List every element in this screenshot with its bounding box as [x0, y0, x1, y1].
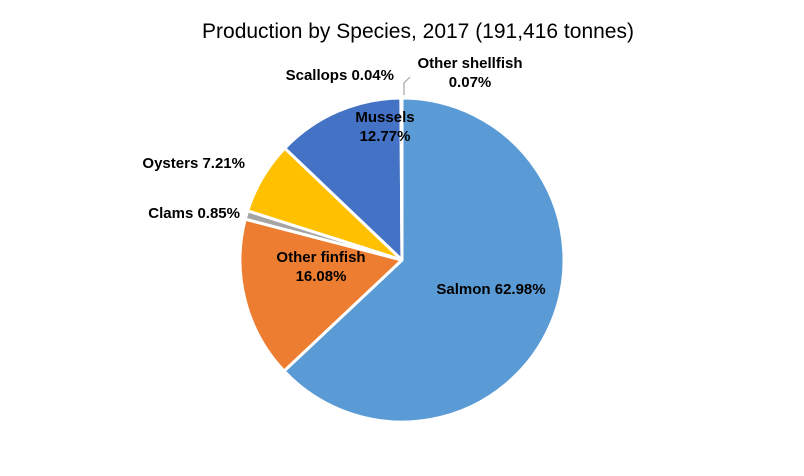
- pie-slice-other-shellfish: [399, 96, 404, 262]
- data-label-other-shellfish-line2: 0.07%: [449, 74, 492, 91]
- data-labels: Salmon 62.98% Other finfish 16.08% Clams 0.…: [142, 55, 545, 298]
- pie-slice-salmon: [282, 96, 566, 424]
- data-label-oysters: Oysters 7.21%: [142, 155, 245, 172]
- chart-title: Production by Species, 2017 (191,416 ton…: [202, 20, 634, 43]
- data-label-other-finfish-line1: Other finfish: [276, 249, 365, 266]
- pie-slices: [238, 96, 566, 424]
- pie-slice-other-finfish: [238, 217, 404, 373]
- data-label-mussels-line2: 12.77%: [360, 128, 411, 145]
- pie-slice-mussels: [283, 96, 404, 262]
- data-label-scallops: Scallops 0.04%: [286, 67, 394, 84]
- data-label-other-finfish-line2: 16.08%: [296, 268, 347, 285]
- data-label-mussels-line1: Mussels: [355, 109, 414, 126]
- data-label-other-shellfish-line1: Other shellfish: [417, 55, 522, 72]
- leader-line-other-shellfish: [403, 76, 411, 95]
- data-label-salmon: Salmon 62.98%: [436, 281, 545, 298]
- data-label-clams: Clams 0.85%: [148, 205, 240, 222]
